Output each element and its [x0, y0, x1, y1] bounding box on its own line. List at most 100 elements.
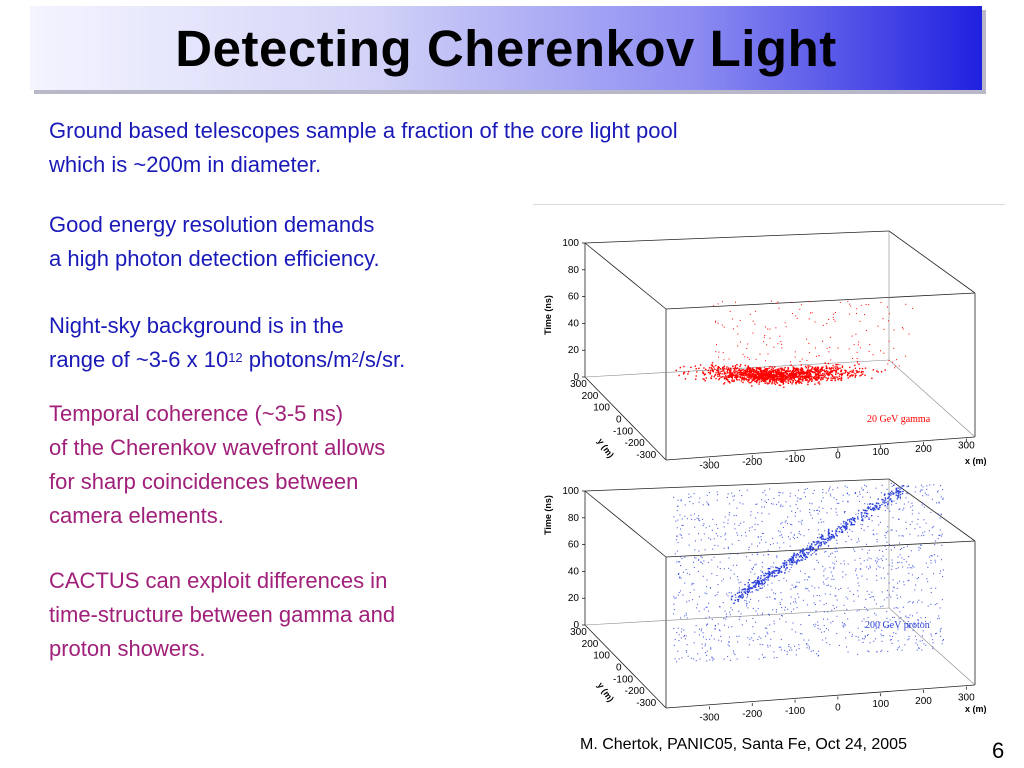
data-point [780, 341, 782, 343]
data-point [762, 612, 764, 614]
data-point [865, 543, 867, 545]
data-point [893, 587, 895, 589]
data-point [806, 579, 808, 581]
data-point [743, 375, 746, 377]
data-point [822, 366, 824, 368]
data-point [804, 579, 806, 581]
data-point [813, 372, 815, 374]
data-point [809, 550, 812, 552]
data-point [725, 373, 727, 375]
data-point [812, 367, 814, 369]
data-point [723, 568, 725, 570]
data-point [940, 535, 942, 537]
data-point [718, 639, 720, 641]
data-point [752, 585, 755, 587]
data-point [784, 379, 787, 381]
data-point [756, 377, 758, 380]
data-point [767, 567, 769, 570]
data-point [797, 593, 799, 595]
data-point [760, 577, 762, 579]
data-point [758, 383, 760, 385]
data-point [815, 379, 817, 381]
data-point [780, 380, 783, 382]
data-point [835, 534, 837, 536]
data-point [731, 376, 733, 379]
data-point [727, 375, 730, 377]
data-point [790, 364, 792, 366]
data-point [886, 617, 888, 619]
data-point [764, 500, 766, 502]
data-point [825, 578, 827, 580]
data-point [731, 380, 733, 382]
data-point [833, 319, 835, 321]
data-point [826, 379, 828, 382]
data-point [858, 370, 860, 373]
data-point [831, 530, 833, 532]
data-point [741, 378, 743, 380]
data-point [781, 522, 783, 524]
data-point [825, 492, 827, 494]
data-point [912, 505, 914, 507]
data-point [677, 627, 679, 629]
data-point [780, 370, 782, 372]
data-point [694, 526, 696, 528]
data-point [777, 378, 779, 381]
data-point [702, 504, 704, 506]
data-point [779, 368, 781, 370]
data-point [892, 493, 895, 495]
data-point [784, 371, 786, 374]
data-point [744, 592, 747, 594]
data-point [834, 370, 837, 372]
data-point [817, 376, 819, 378]
data-point [881, 649, 883, 651]
data-point [895, 530, 897, 532]
data-point [721, 324, 723, 326]
data-point [871, 591, 873, 593]
data-point [922, 532, 924, 534]
data-point [830, 535, 832, 538]
data-point [746, 588, 749, 591]
data-point [778, 384, 780, 386]
data-point [787, 516, 789, 518]
data-point [820, 500, 822, 502]
data-point [792, 379, 794, 382]
data-point [801, 370, 803, 373]
data-point [810, 543, 813, 545]
data-point [853, 600, 855, 602]
y-tick-label: 300 [570, 627, 587, 638]
data-point [833, 313, 835, 315]
data-point [815, 610, 817, 612]
data-point [820, 541, 822, 544]
data-point [763, 380, 766, 382]
data-point [754, 573, 756, 575]
data-point [747, 637, 749, 639]
data-point [722, 602, 724, 604]
data-point [686, 644, 688, 646]
data-point [932, 646, 934, 648]
data-point [817, 655, 819, 657]
data-point [796, 317, 798, 319]
data-point [795, 602, 797, 604]
data-point [861, 516, 863, 518]
data-point [767, 353, 769, 355]
data-point [721, 373, 723, 375]
data-point [876, 651, 878, 653]
data-point [755, 517, 757, 519]
data-point [784, 563, 786, 565]
data-point [857, 344, 859, 346]
data-point [766, 368, 769, 370]
data-point [733, 499, 735, 501]
data-point [926, 488, 928, 490]
data-point [678, 634, 680, 636]
data-point [810, 554, 812, 556]
data-point [693, 589, 695, 591]
data-point [779, 375, 781, 377]
data-point [798, 560, 801, 562]
data-point [704, 549, 706, 551]
data-point [840, 370, 842, 372]
data-point [762, 379, 765, 381]
data-point [841, 530, 844, 533]
data-point [833, 607, 835, 609]
data-point [849, 376, 851, 378]
data-point [799, 377, 802, 379]
